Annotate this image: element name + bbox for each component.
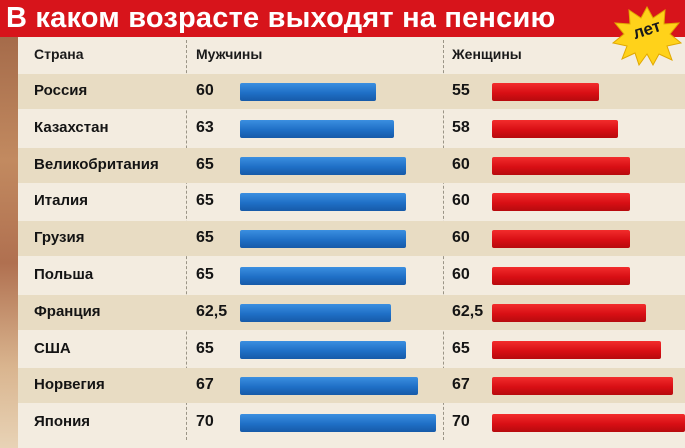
men-value-label: 65 (196, 192, 214, 210)
table-row: Великобритания 65 60 (18, 147, 685, 183)
header-women: Женщины (452, 46, 522, 62)
women-bar (492, 414, 685, 433)
men-bar (240, 267, 406, 285)
country-label: Япония (34, 413, 91, 431)
table-row: Норвегия 67 67 (18, 368, 685, 404)
women-value-label: 60 (452, 192, 470, 210)
men-bar (240, 340, 406, 359)
women-value-label: 60 (452, 229, 470, 247)
men-value-label: 65 (196, 339, 214, 357)
women-bar (492, 83, 599, 101)
star-badge-shape (612, 6, 682, 66)
chart-title: В каком возрасте выходят на пенсию (6, 2, 556, 34)
table-row: Казахстан 63 58 (18, 111, 685, 146)
country-label: Франция (34, 302, 101, 320)
men-value-label: 70 (196, 413, 214, 431)
women-value-label: 67 (452, 376, 470, 394)
country-label: Россия (34, 82, 88, 99)
country-label: Норвегия (34, 376, 105, 394)
men-bar (240, 414, 436, 433)
men-bar (240, 230, 406, 249)
table-row: Италия 65 60 (18, 184, 685, 219)
country-label: США (34, 339, 71, 357)
women-value-label: 60 (452, 155, 470, 173)
women-bar (492, 156, 630, 175)
country-label: Великобритания (34, 155, 159, 173)
men-value-label: 62,5 (196, 302, 228, 320)
table-row: Франция 62,5 62,5 (18, 294, 685, 330)
title-bar: В каком возрасте выходят на пенсию (0, 0, 685, 37)
table-row: Россия 60 55 (18, 74, 685, 109)
women-value-label: 62,5 (452, 302, 484, 320)
women-bar (492, 303, 646, 322)
men-value-label: 65 (196, 229, 214, 247)
women-bar (492, 267, 630, 285)
men-bar (240, 156, 406, 175)
header-country: Страна (34, 46, 84, 62)
table-row: Грузия 65 60 (18, 221, 685, 257)
country-label: Италия (34, 192, 88, 210)
women-value-label: 65 (452, 339, 470, 357)
country-label: Казахстан (34, 118, 109, 136)
country-label: Польша (34, 266, 94, 283)
men-bar (240, 83, 376, 101)
header-men: Мужчины (196, 46, 263, 62)
table-row: Польша 65 60 (18, 258, 685, 293)
table-row: Япония 70 70 (18, 405, 685, 440)
men-bar (240, 193, 406, 212)
men-value-label: 67 (196, 376, 214, 394)
men-bar (240, 303, 391, 322)
photo-strip (0, 37, 18, 448)
men-value-label: 65 (196, 266, 214, 283)
country-label: Грузия (34, 229, 85, 247)
women-bar (492, 193, 630, 212)
men-bar (240, 377, 418, 396)
men-value-label: 60 (196, 82, 214, 99)
women-value-label: 60 (452, 266, 470, 283)
women-bar (492, 119, 618, 138)
women-value-label: 55 (452, 82, 470, 99)
women-value-label: 70 (452, 413, 470, 431)
women-bar (492, 340, 661, 359)
men-value-label: 63 (196, 118, 214, 136)
men-bar (240, 119, 394, 138)
men-value-label: 65 (196, 155, 214, 173)
women-value-label: 58 (452, 118, 470, 136)
women-bar (492, 377, 673, 396)
women-bar (492, 230, 630, 249)
table-row: США 65 65 (18, 332, 685, 367)
star-badge-icon (612, 6, 682, 66)
